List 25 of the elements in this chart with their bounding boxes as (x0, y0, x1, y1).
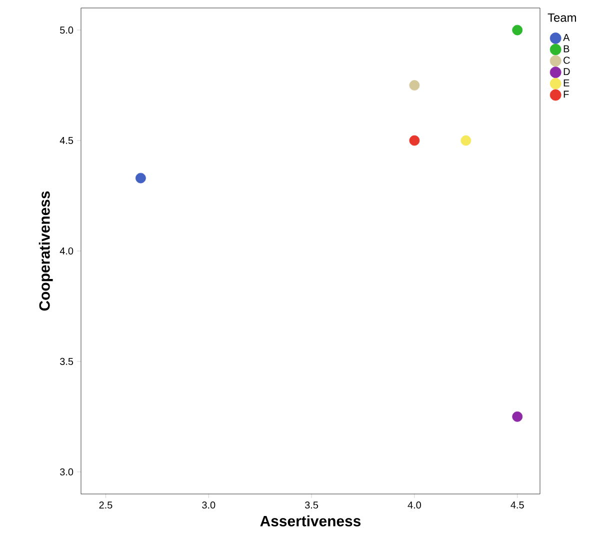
point (460, 135, 472, 146)
x-axis-title: Assertiveness (260, 515, 361, 526)
x-tick-label: 4.0 (408, 502, 421, 509)
point (136, 172, 146, 184)
x-tick-label: 3.0 (202, 502, 216, 509)
x-tick-label: 3.5 (304, 502, 318, 509)
point (409, 135, 420, 146)
point (409, 80, 420, 91)
legend-label: A (563, 34, 570, 41)
point (512, 24, 523, 36)
legend-label: E (564, 79, 570, 86)
y-axis-title: Cooperativeness (38, 191, 53, 311)
legend-label: C (564, 56, 570, 64)
y-tick-label: 4.0 (60, 247, 74, 255)
x-tick-label: 4.5 (510, 502, 524, 508)
y-tick-label: 3.0 (60, 468, 74, 476)
x-tick-label: 2.5 (99, 502, 112, 509)
y-tick-label: 4.5 (60, 137, 74, 144)
y-tick-label: 3.5 (60, 358, 74, 365)
point (512, 411, 523, 422)
legend-label: B (564, 45, 570, 52)
legend-label: F (564, 90, 569, 98)
legend-label: D (564, 68, 570, 75)
y-tick-label: 5.0 (60, 26, 74, 34)
legend-title: Team (548, 14, 576, 22)
